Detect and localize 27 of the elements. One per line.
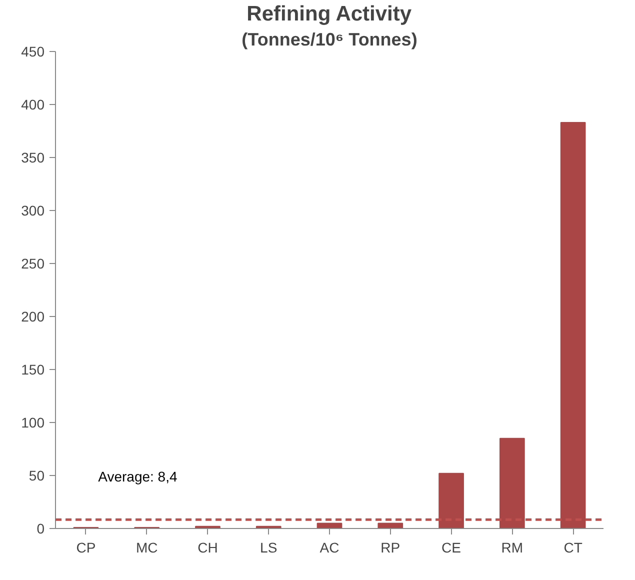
bar [438,472,464,528]
x-tick-label: CP [76,540,96,556]
chart-title: Refining Activity [246,2,412,26]
bar [378,522,404,528]
y-tick-label: 0 [36,520,45,536]
y-tick-label: 200 [21,308,45,324]
y-tick-label: 400 [21,96,45,112]
x-tick-label: MC [136,540,158,556]
x-tick-label: AC [320,540,340,556]
x-tick-label: CE [442,540,462,556]
x-tick-label: CH [198,540,218,556]
ref-line-label: Average: 8,4 [98,468,178,485]
y-tick-label: 300 [21,202,45,218]
x-tick-label: RP [380,540,400,556]
y-tick-label: 350 [21,150,45,166]
y-tick-label: 100 [21,414,45,430]
y-tick-label: 450 [21,44,45,60]
bar [560,122,586,528]
x-tick-label: LS [260,540,278,556]
y-tick-label: 150 [21,362,45,378]
x-tick-label: CT [564,540,583,556]
bar [499,438,525,528]
x-tick-label: RM [501,540,524,556]
y-tick-label: 50 [28,468,45,484]
chart-subtitle: (Tonnes/10⁶ Tonnes) [242,30,418,50]
y-tick-label: 250 [21,256,45,272]
bar [316,522,342,528]
